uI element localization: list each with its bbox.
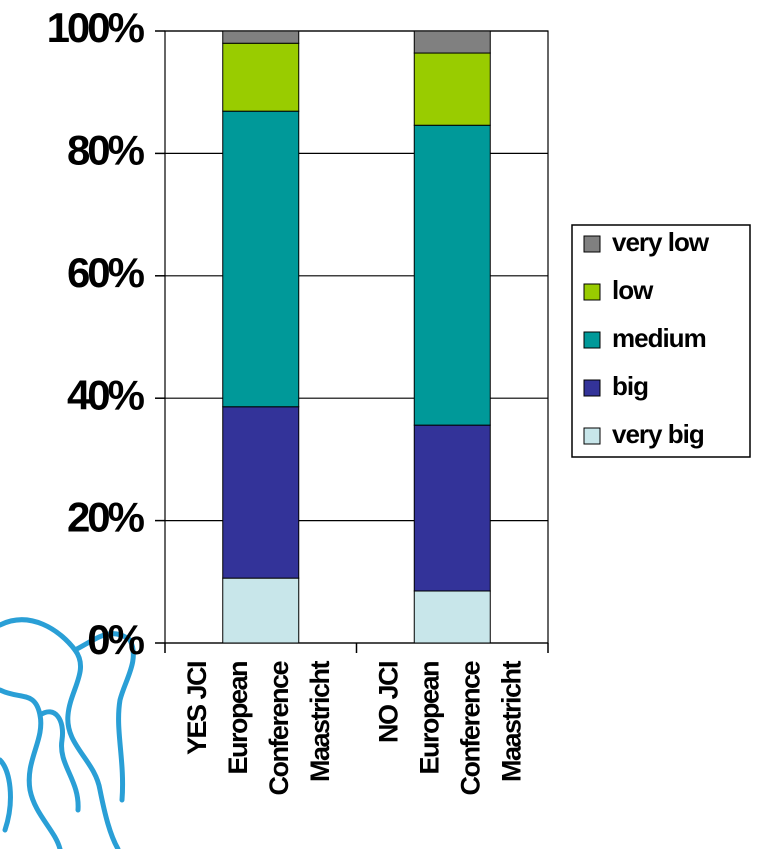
- y-tick-label: 0%: [87, 616, 144, 663]
- x-tick-label: European: [223, 662, 253, 775]
- legend-box: [571, 224, 751, 458]
- y-tick-label: 20%: [67, 494, 145, 541]
- bar-segment: [222, 30, 300, 44]
- x-tick-label: YES JCI: [182, 662, 212, 755]
- legend-swatch: [583, 235, 601, 253]
- legend-swatch: [583, 283, 601, 301]
- bar-segment: [413, 124, 491, 426]
- bar-segment: [222, 406, 300, 579]
- legend-label: medium: [612, 323, 706, 353]
- y-tick-label: 40%: [67, 371, 145, 418]
- legend-label: big: [612, 371, 648, 401]
- bar-segment: [413, 590, 491, 644]
- bar-segment: [222, 42, 300, 112]
- x-tick-label: Maastricht: [305, 660, 335, 782]
- legend-swatch: [583, 427, 601, 445]
- x-tick-label: Conference: [264, 661, 294, 796]
- legend-label: very low: [612, 227, 710, 257]
- x-tick-label: European: [414, 662, 444, 775]
- bar-segment: [222, 110, 300, 408]
- legend-label: very big: [612, 419, 704, 449]
- decoration: [0, 617, 136, 849]
- legend-label: low: [612, 275, 654, 305]
- y-tick-label: 80%: [67, 126, 145, 173]
- x-tick-label: NO JCI: [373, 662, 403, 743]
- legend-swatch: [583, 379, 601, 397]
- bar-segment: [413, 424, 491, 592]
- bar-segment: [222, 577, 300, 644]
- y-tick-label: 100%: [47, 4, 145, 51]
- bar-segment: [413, 30, 491, 54]
- bar-segment: [413, 52, 491, 126]
- x-tick-label: Maastricht: [496, 660, 526, 782]
- x-tick-label: Conference: [455, 661, 485, 796]
- y-tick-label: 60%: [67, 249, 145, 296]
- legend-swatch: [583, 331, 601, 349]
